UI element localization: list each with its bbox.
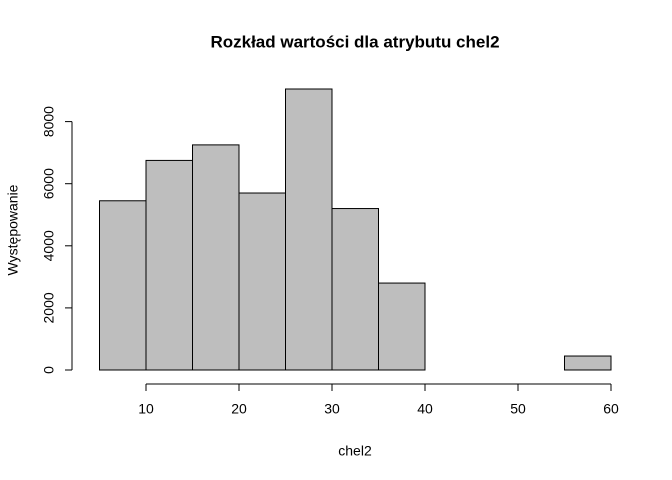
bar xyxy=(99,200,147,371)
y-tick-label: 4000 xyxy=(41,230,57,261)
bar xyxy=(564,355,612,371)
bar xyxy=(331,208,379,371)
y-tick-label: 0 xyxy=(41,366,57,374)
y-tick-label: 6000 xyxy=(41,168,57,199)
x-tick-label: 20 xyxy=(231,401,247,417)
bar xyxy=(145,159,193,371)
x-tick-label: 30 xyxy=(324,401,340,417)
bar xyxy=(238,192,286,371)
x-tick-label: 50 xyxy=(510,401,526,417)
bar xyxy=(192,144,240,371)
x-tick-label: 10 xyxy=(138,401,154,417)
bar xyxy=(378,282,426,371)
y-tick-label: 8000 xyxy=(41,106,57,137)
x-tick-label: 40 xyxy=(417,401,433,417)
x-axis-label: chel2 xyxy=(338,443,372,459)
y-tick-label: 2000 xyxy=(41,292,57,323)
chart-title: Rozkład wartości dla atrybutu chel2 xyxy=(210,32,499,51)
bar xyxy=(285,88,333,371)
x-tick-label: 60 xyxy=(603,401,619,417)
y-axis-label: Występowanie xyxy=(5,184,21,275)
